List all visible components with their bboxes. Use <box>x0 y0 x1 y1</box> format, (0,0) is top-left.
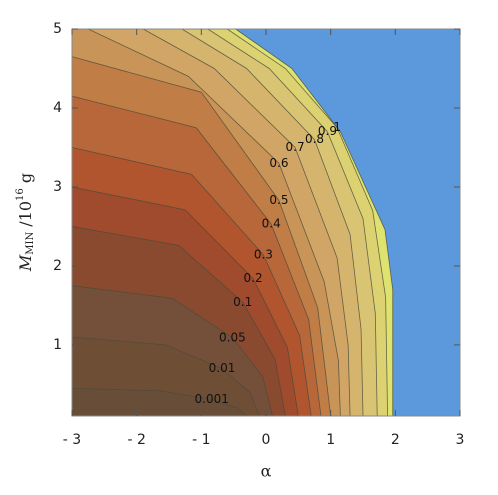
contour-line <box>71 285 273 417</box>
y-tick-label: 1 <box>53 337 62 353</box>
x-tick-label: - 1 <box>192 432 210 448</box>
x-tick-label: 0 <box>262 432 271 448</box>
x-tick-label: - 2 <box>127 432 145 448</box>
contour-line <box>71 387 247 417</box>
contour-label: 0.7 <box>286 140 305 154</box>
contour-label: 0.5 <box>269 193 288 207</box>
x-tick-label: - 3 <box>63 432 81 448</box>
domain-boundary <box>235 28 394 416</box>
contour-line <box>71 147 312 417</box>
contour-line <box>142 28 351 417</box>
x-tick-label: 3 <box>456 432 465 448</box>
contour-label: 0.3 <box>254 247 273 261</box>
contour-line <box>71 95 322 417</box>
contour-label: 0.1 <box>233 295 252 309</box>
contour-label: 0.05 <box>219 330 246 344</box>
contour-line <box>71 186 299 417</box>
contour-line <box>207 28 378 417</box>
contour-line <box>71 336 260 417</box>
contour-line <box>87 28 341 417</box>
contour-label: 0.2 <box>244 271 263 285</box>
y-tick-label: 4 <box>53 100 62 116</box>
contour-line <box>181 28 364 417</box>
y-label-sub: MIN <box>25 232 36 255</box>
contour-label: 0.8 <box>305 132 324 146</box>
contour-label: 1 <box>333 120 341 134</box>
y-tick-label: 3 <box>53 179 62 195</box>
y-label-mid: /10 <box>16 201 35 232</box>
contour-label: 0.001 <box>195 392 229 406</box>
y-label-sup: 16 <box>15 188 26 201</box>
x-tick-label: 1 <box>326 432 335 448</box>
contour-line <box>226 28 388 417</box>
y-tick-label: 2 <box>53 258 62 274</box>
y-label-main: M <box>16 254 35 272</box>
x-axis-label: α <box>261 462 272 481</box>
contour-line <box>71 56 332 417</box>
contour-label: 0.4 <box>262 217 281 231</box>
contour-label: 0.01 <box>209 361 236 375</box>
y-label-end: g <box>16 173 35 188</box>
y-axis-label: MMIN /1016 g <box>15 173 36 272</box>
x-tick-label: 2 <box>391 432 400 448</box>
contour-label: 0.9 <box>318 124 337 138</box>
contour-band <box>72 388 247 416</box>
y-tick-label: 5 <box>53 21 62 37</box>
contour-line <box>71 226 286 417</box>
contour-label: 0.6 <box>269 156 288 170</box>
